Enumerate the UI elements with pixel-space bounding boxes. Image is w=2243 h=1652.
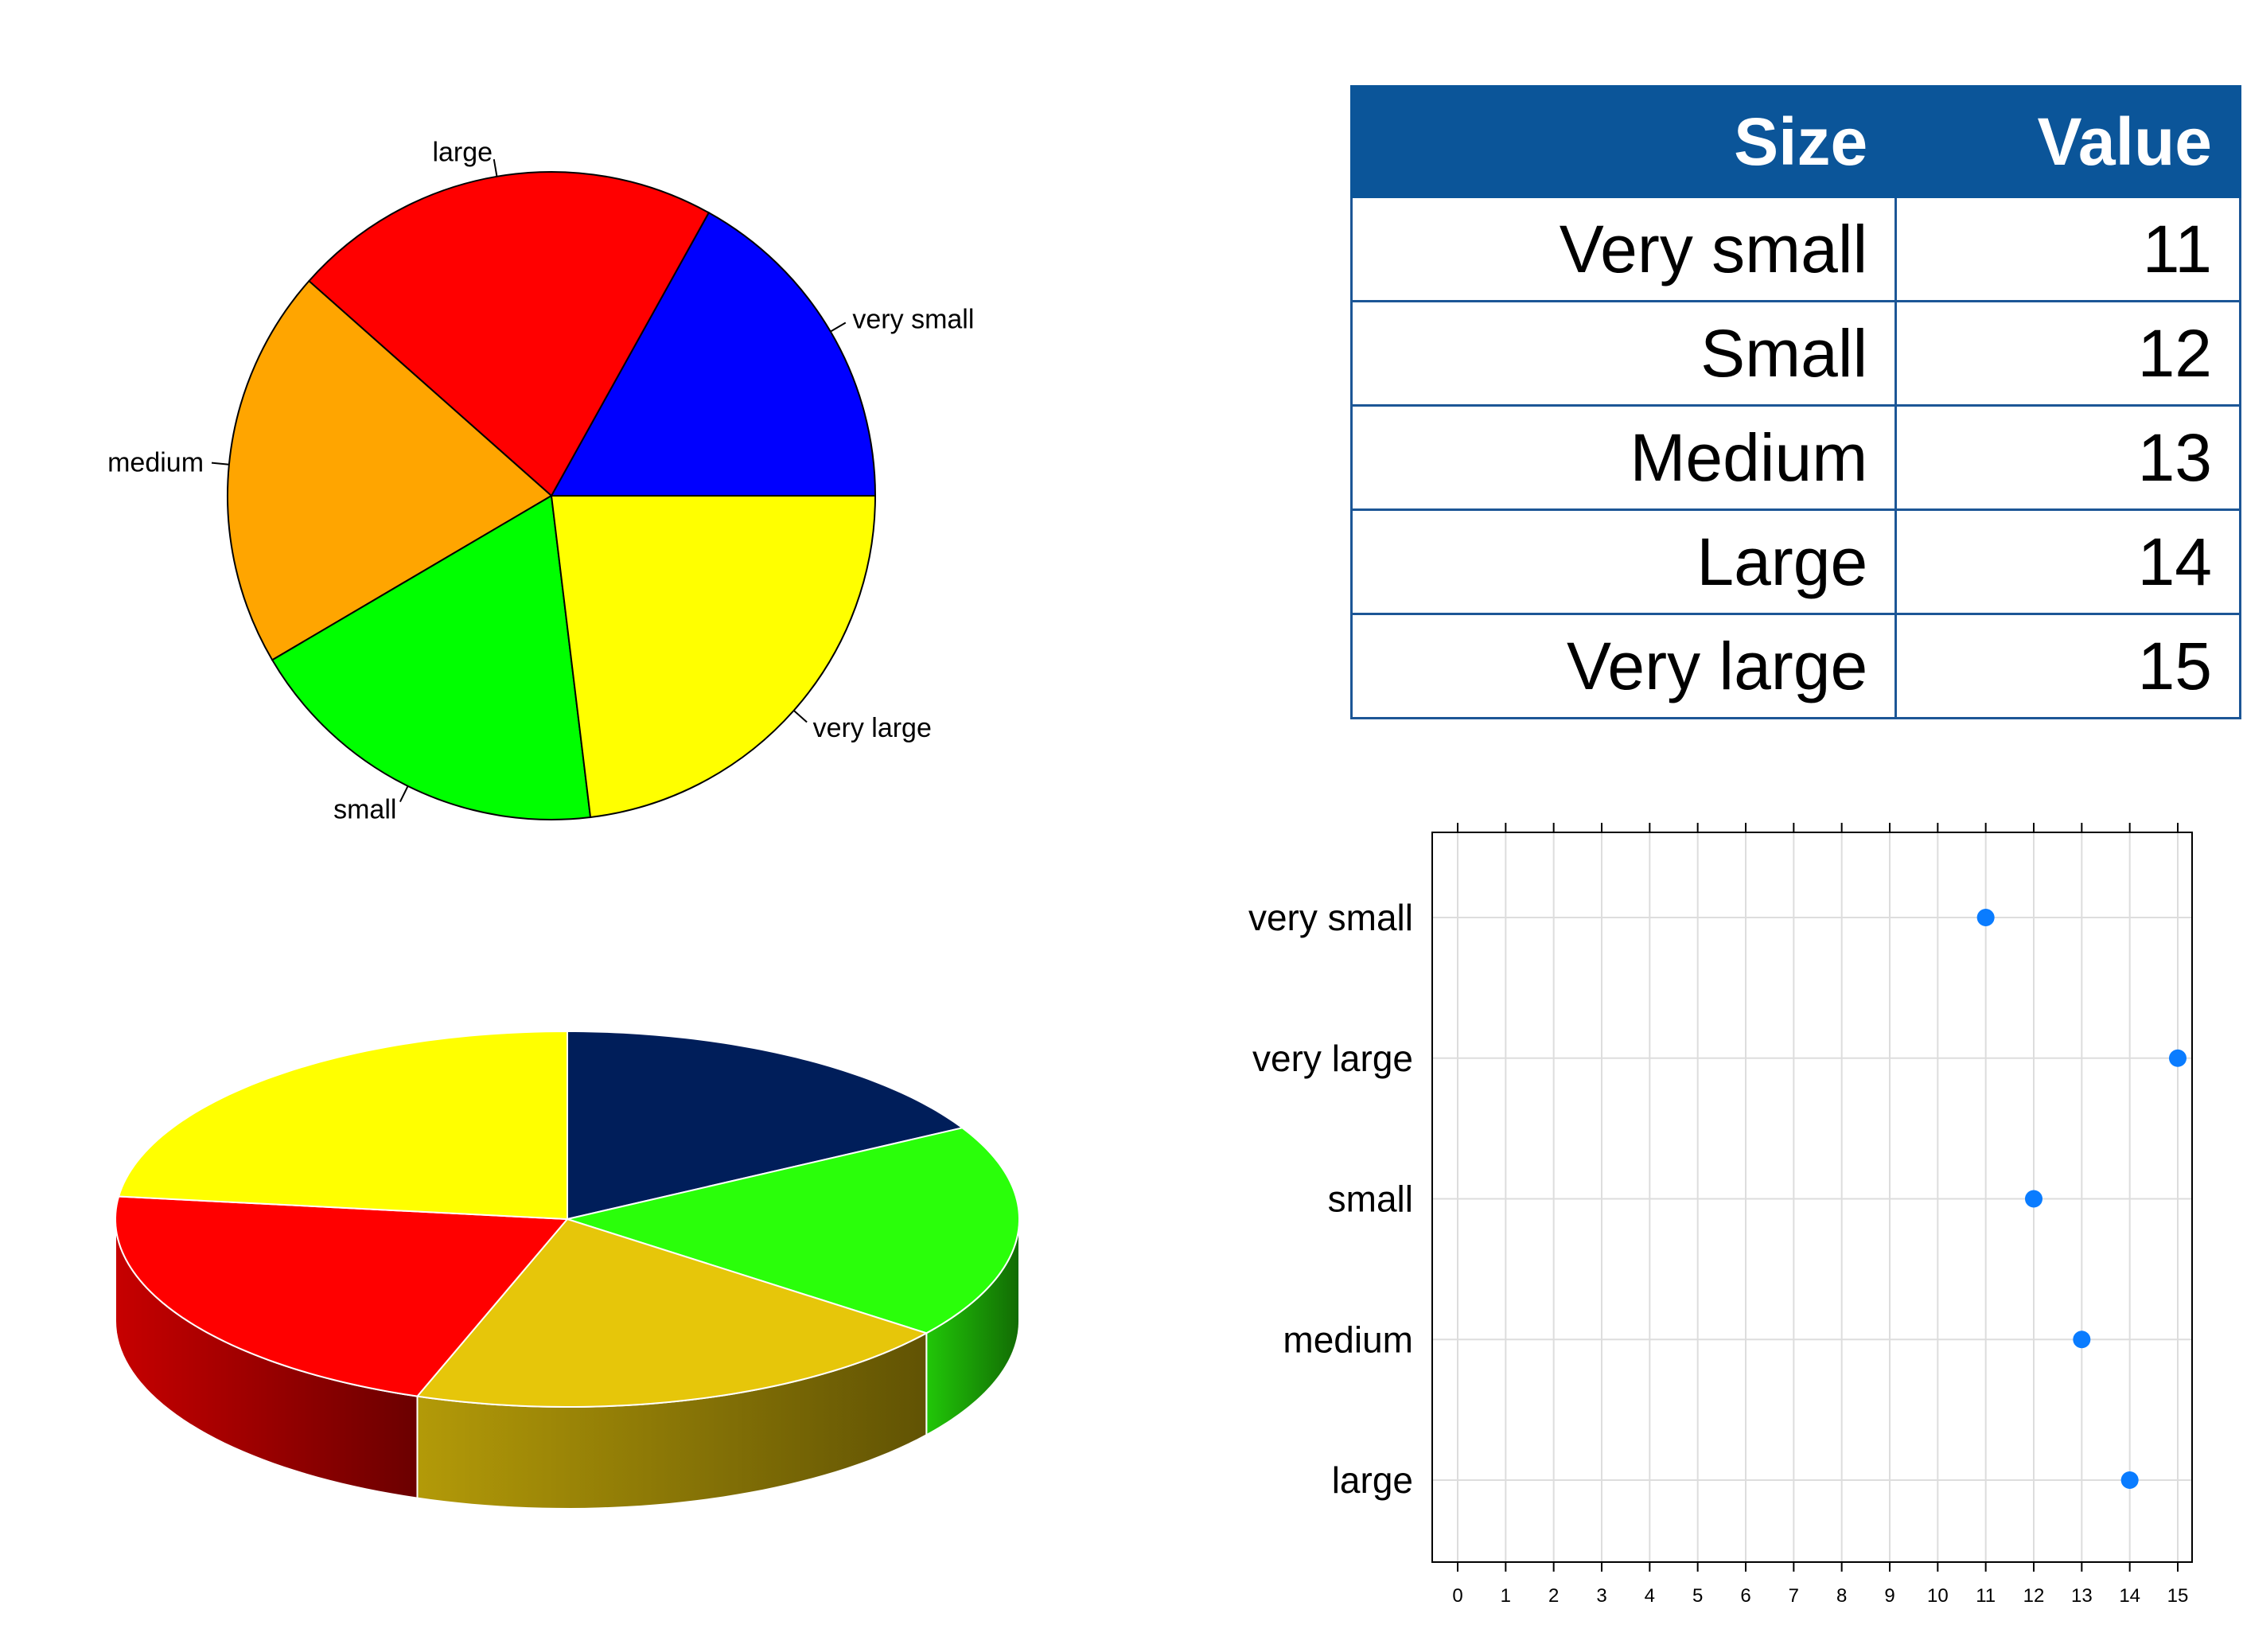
x-tick-label: 1 (1501, 1585, 1511, 1607)
pie-label-large: large (432, 137, 493, 167)
value-cell: 14 (1894, 508, 2241, 615)
x-tick-label: 5 (1692, 1585, 1703, 1607)
table-header-row: Size Value (1349, 85, 2241, 198)
pie-label-tick (493, 158, 498, 177)
column-header-size: Size (1349, 85, 1898, 198)
x-tick-label: 0 (1452, 1585, 1462, 1607)
size-cell: Large (1349, 508, 1898, 615)
pie-label-very-small: very small (852, 304, 974, 334)
x-tick-label: 12 (2023, 1585, 2045, 1607)
table-row: Very small 11 (1349, 196, 2241, 302)
x-tick-label: 15 (2167, 1585, 2189, 1607)
x-tick-label: 11 (1976, 1585, 1996, 1607)
pie-3d-slice-very-small (567, 1030, 964, 1221)
pie-3d-slice-medium (415, 1218, 929, 1408)
pie-label-tick (792, 710, 808, 723)
x-tick-label: 14 (2119, 1585, 2140, 1607)
data-point-medium (2073, 1331, 2091, 1349)
value-cell: 11 (1894, 196, 2241, 302)
pie-slice-very-large (550, 495, 877, 819)
category-label-medium: medium (1283, 1319, 1413, 1360)
size-cell: Small (1349, 300, 1898, 407)
data-point-very-large (2169, 1049, 2187, 1067)
pie-label-medium: medium (107, 448, 204, 478)
size-value-table: Size Value Very small 11 Small 12 Medium… (1349, 85, 2241, 719)
data-point-small (2025, 1190, 2042, 1208)
column-header-value: Value (1894, 85, 2241, 198)
pie-slice-medium (227, 279, 553, 661)
pie-3d-slice-very-large (117, 1030, 568, 1221)
category-label-small: small (1328, 1179, 1413, 1220)
size-cell: Very large (1349, 613, 1898, 719)
data-point-large (2120, 1471, 2139, 1489)
pie-label-tick (830, 321, 847, 333)
pie-chart: very small large medium small very large (107, 137, 974, 825)
size-cell: Very small (1349, 196, 1898, 302)
table-row: Medium 13 (1349, 404, 2241, 511)
pie-slice-large (307, 171, 711, 497)
pie-label-small: small (333, 795, 396, 825)
size-cell: Medium (1349, 404, 1898, 511)
value-cell: 15 (1894, 613, 2241, 719)
pie-3d-slice-small (564, 1127, 1020, 1334)
table-row: Small 12 (1349, 300, 2241, 407)
pie-3d-chart (115, 1030, 1020, 1510)
value-cell: 13 (1894, 404, 2241, 511)
x-tick-label: 10 (1927, 1585, 1949, 1607)
plot-frame (1431, 832, 2193, 1563)
pie-label-very-large: very large (813, 713, 932, 743)
pie-label-tick (399, 785, 409, 803)
category-label-very-large: very large (1252, 1038, 1413, 1079)
x-tick-label: 2 (1548, 1585, 1559, 1607)
x-tick-label: 7 (1789, 1585, 1799, 1607)
x-tick-label: 13 (2071, 1585, 2093, 1607)
value-cell: 12 (1894, 300, 2241, 407)
table-row: Large 14 (1349, 508, 2241, 615)
x-tick-label: 8 (1836, 1585, 1847, 1607)
table-row: Very large 15 (1349, 613, 2241, 719)
pie-slice-small (271, 494, 592, 820)
category-label-large: large (1332, 1459, 1413, 1501)
category-label-very-small: very small (1248, 897, 1413, 938)
x-tick-label: 9 (1884, 1585, 1894, 1607)
data-point-very-small (1976, 909, 1995, 926)
x-tick-label: 3 (1596, 1585, 1606, 1607)
pie-label-tick (211, 462, 229, 466)
x-tick-label: 4 (1645, 1585, 1655, 1607)
x-tick-label: 6 (1740, 1585, 1750, 1607)
pie-slice-very-small (550, 211, 877, 497)
pie-3d-slice-large (115, 1195, 570, 1397)
